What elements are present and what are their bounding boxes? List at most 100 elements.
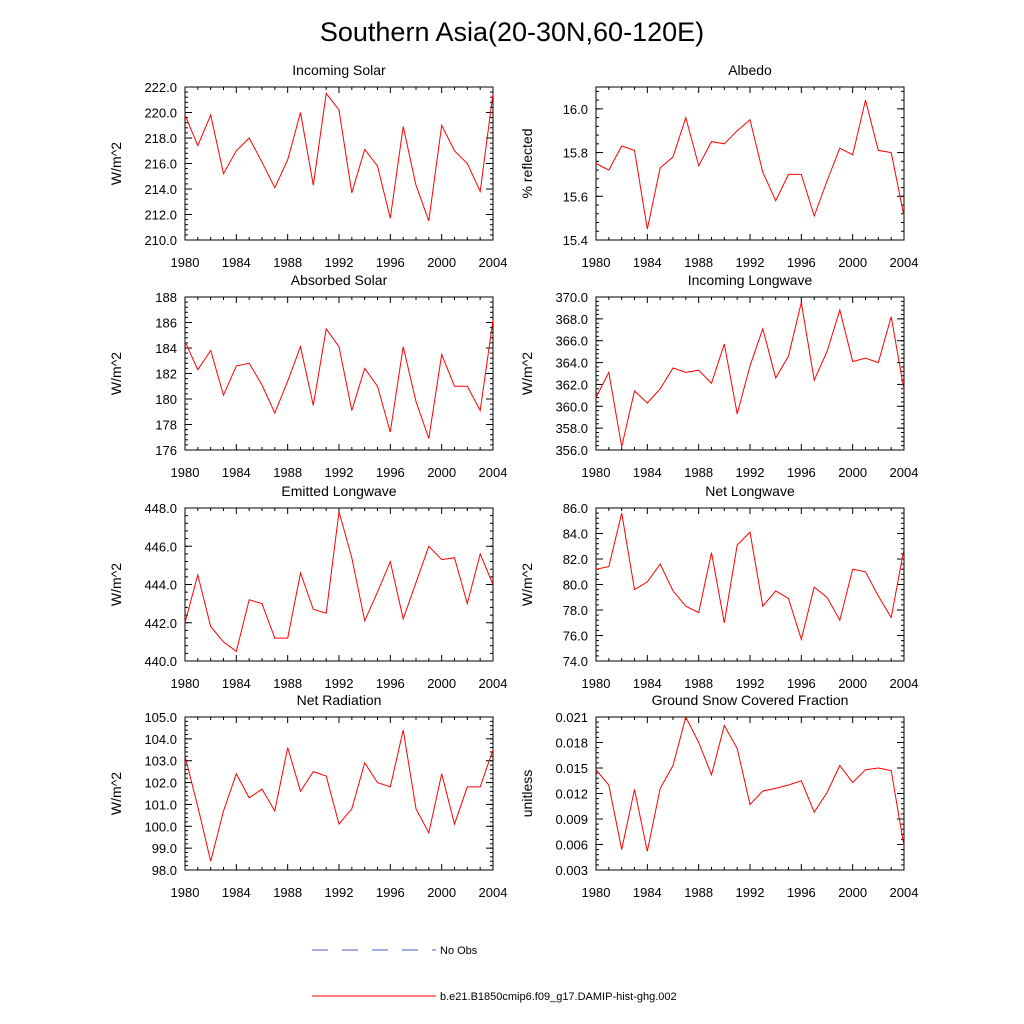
panel-7-ytick-label: 105.0 [144,710,177,725]
panel-1-ytick-label: 212.0 [144,208,177,223]
panel-6-title: Net Longwave [705,483,795,499]
panel-4-ytick-label: 368.0 [555,312,588,327]
panel-6-xtick-label: 1992 [736,676,765,691]
panel-3-ytick-label: 182 [155,367,177,382]
panel-6-ytick-label: 76.0 [563,629,588,644]
panel-4-frame [595,296,905,451]
panel-1-ylabel: W/m^2 [108,142,124,185]
panel-3-ylabel: W/m^2 [108,352,124,395]
panel-2-ytick-label: 15.6 [563,189,588,204]
panel-6-xtick-label: 1996 [787,676,816,691]
panel-3-ytick-label: 178 [155,418,177,433]
panel-5-ytick-label: 444.0 [144,578,177,593]
panel-7-ytick-label: 104.0 [144,732,177,747]
panel-4-ytick-label: 364.0 [555,356,588,371]
panel-2-xtick-label: 1992 [736,255,765,270]
panel-5-title: Emitted Longwave [281,483,396,499]
panel-8-ytick-label: 0.009 [555,812,588,827]
panel-6-series-line [595,512,905,642]
panel-7-xtick-label: 2004 [479,885,508,900]
panel-5-frame [184,507,494,662]
panel-8-xtick-label: 1984 [633,885,662,900]
panel-4-ytick-label: 362.0 [555,377,588,392]
panel-4-ytick-label: 366.0 [555,334,588,349]
panel-1-title: Incoming Solar [292,62,386,78]
panel-6-ytick-label: 80.0 [563,578,588,593]
panel-4-xtick-label: 1988 [684,465,713,480]
panel-1-xtick-label: 1996 [376,255,405,270]
panel-4-xtick-label: 1996 [787,465,816,480]
panel-1-xtick-label: 1980 [171,255,200,270]
panel-6-ylabel: W/m^2 [519,563,535,606]
panel-6-ytick-label: 86.0 [563,501,588,516]
panel-8-xtick-label: 1996 [787,885,816,900]
panel-8-xtick-label: 2004 [890,885,919,900]
panel-6-ytick-label: 78.0 [563,603,588,618]
panel-7: Net Radiation W/m^2 1980 1984 1988 1992 1996 20… [108,692,507,900]
panel-1-xtick-label: 2004 [479,255,508,270]
panel-8-title: Ground Snow Covered Fraction [652,692,849,708]
panel-7-ytick-label: 100.0 [144,819,177,834]
panel-8-ytick-label: 0.006 [555,838,588,853]
panel-3-xtick-label: 1980 [171,465,200,480]
panel-8-frame [595,716,905,871]
panel-5-xtick-label: 2000 [427,676,456,691]
legend: No Obs b.e21.B1850cmip6.f09_g17.DAMIP-hi… [312,945,677,1003]
panel-2-xtick-label: 1980 [582,255,611,270]
panel-2-series-line [595,99,905,230]
panel-3-ytick-label: 186 [155,316,177,331]
panel-5-xtick-label: 1980 [171,676,200,691]
panel-3-ytick-label: 180 [155,392,177,407]
panel-2-ylabel: % reflected [519,128,535,198]
panel-2-xtick-label: 2004 [890,255,919,270]
panel-5-xtick-label: 1988 [273,676,302,691]
panel-3-xtick-label: 1992 [325,465,354,480]
panel-5-ytick-label: 446.0 [144,539,177,554]
panel-2-ytick-label: 15.4 [563,233,588,248]
panel-4-xtick-label: 1992 [736,465,765,480]
panel-4-ytick-label: 356.0 [555,443,588,458]
panel-6-xtick-label: 1984 [633,676,662,691]
panel-5: Emitted Longwave W/m^2 1980 1984 1988 1992 199… [108,483,507,691]
panel-1-xtick-label: 1992 [325,255,354,270]
panel-5-ytick-label: 448.0 [144,501,177,516]
panel-4-title: Incoming Longwave [688,272,813,288]
panel-5-xtick-label: 1984 [222,676,251,691]
panel-2-xtick-label: 1988 [684,255,713,270]
panel-3-ytick-label: 176 [155,443,177,458]
panel-6-xtick-label: 2004 [890,676,919,691]
panel-6-xtick-label: 1988 [684,676,713,691]
panel-1-ytick-label: 214.0 [144,182,177,197]
panel-3-xtick-label: 1988 [273,465,302,480]
panel-6-ytick-label: 82.0 [563,552,588,567]
panel-4-xtick-label: 2004 [890,465,919,480]
panel-7-xtick-label: 1984 [222,885,251,900]
figure-title: Southern Asia(20-30N,60-120E) [320,17,704,47]
panel-5-xtick-label: 2004 [479,676,508,691]
panel-7-ytick-label: 103.0 [144,754,177,769]
panel-4-ytick-label: 370.0 [555,290,588,305]
panel-7-ylabel: W/m^2 [108,772,124,815]
panel-1: Incoming Solar W/m^2 1980 1984 1988 1992 1996 2… [108,62,507,270]
panel-4-ytick-label: 360.0 [555,399,588,414]
panel-1-ytick-label: 210.0 [144,233,177,248]
panel-1-series-line [184,92,494,222]
panel-2-frame [595,86,905,241]
panel-7-xtick-label: 2000 [427,885,456,900]
panel-6-xtick-label: 1980 [582,676,611,691]
panel-3-series-line [184,319,494,439]
panel-3-xtick-label: 1984 [222,465,251,480]
panel-8-xtick-label: 2000 [838,885,867,900]
panel-7-title: Net Radiation [297,692,382,708]
panel-6-ytick-label: 84.0 [563,527,588,542]
panel-7-ytick-label: 98.0 [152,863,177,878]
panel-2-xtick-label: 2000 [838,255,867,270]
panels: Incoming Solar W/m^2 1980 1984 1988 1992 1996 2… [108,62,918,900]
panel-8-ytick-label: 0.012 [555,787,588,802]
panel-4: Incoming Longwave W/m^2 1980 1984 1988 1992 19… [519,272,918,480]
panel-8-ytick-label: 0.018 [555,736,588,751]
panel-5-ytick-label: 440.0 [144,654,177,669]
panel-8-xtick-label: 1980 [582,885,611,900]
panel-6-xtick-label: 2000 [838,676,867,691]
panel-3-title: Absorbed Solar [291,272,388,288]
